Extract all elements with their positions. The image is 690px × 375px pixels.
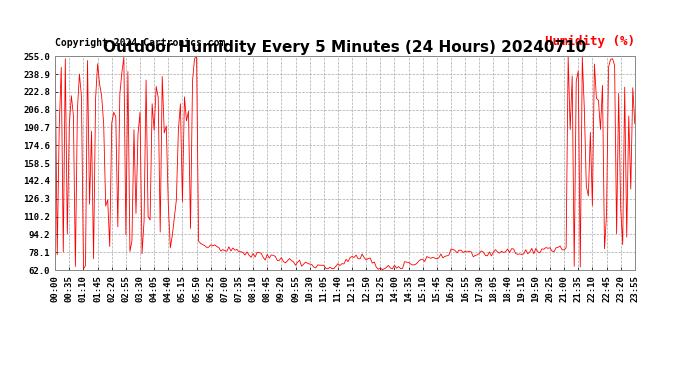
Text: Humidity (%): Humidity (%): [545, 34, 635, 48]
Text: Copyright 2024 Cartronics.com: Copyright 2024 Cartronics.com: [55, 38, 226, 48]
Title: Outdoor Humidity Every 5 Minutes (24 Hours) 20240710: Outdoor Humidity Every 5 Minutes (24 Hou…: [104, 40, 586, 55]
